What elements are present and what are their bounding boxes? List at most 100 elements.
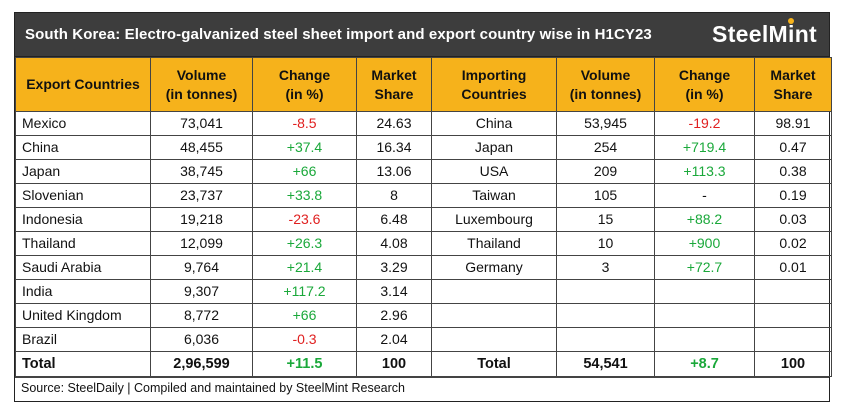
export-share-cell: 16.34 bbox=[356, 135, 432, 160]
import-volume-cell bbox=[556, 279, 655, 304]
steelmint-logo: SteelM i nt bbox=[712, 18, 817, 48]
export-share-cell: 2.96 bbox=[356, 303, 432, 328]
import-share-cell: 0.38 bbox=[754, 159, 832, 184]
col-importing-countries: Importing Countries bbox=[431, 57, 557, 112]
import-volume-cell: 10 bbox=[556, 231, 655, 256]
col-export-volume: Volume (in tonnes) bbox=[150, 57, 253, 112]
import-volume-cell bbox=[556, 327, 655, 352]
export-volume-cell: 19,218 bbox=[150, 207, 253, 232]
trade-table: Export Countries Volume (in tonnes) Chang… bbox=[15, 57, 832, 377]
export-volume-cell: 8,772 bbox=[150, 303, 253, 328]
export-country-cell: Slovenian bbox=[15, 183, 151, 208]
import-change-cell: -19.2 bbox=[654, 111, 755, 136]
import-change-cell bbox=[654, 327, 755, 352]
logo-text-pre: SteelM bbox=[712, 21, 788, 47]
export-country-cell: India bbox=[15, 279, 151, 304]
export-change-cell: -8.5 bbox=[252, 111, 357, 136]
export-country-cell: Japan bbox=[15, 159, 151, 184]
export-share-cell: 24.63 bbox=[356, 111, 432, 136]
export-country-cell: Saudi Arabia bbox=[15, 255, 151, 280]
import-country-cell: China bbox=[431, 111, 557, 136]
total-import-change: +8.7 bbox=[654, 351, 755, 377]
table-row: Mexico 73,041 -8.5 24.63 China 53,945 -19.2 98.… bbox=[15, 111, 832, 136]
import-country-cell bbox=[431, 303, 557, 328]
import-volume-cell: 105 bbox=[556, 183, 655, 208]
total-export-change: +11.5 bbox=[252, 351, 357, 377]
export-country-cell: Mexico bbox=[15, 111, 151, 136]
table-row: China 48,455 +37.4 16.34 Japan 254 +719.4 0.47 bbox=[15, 135, 832, 160]
import-change-cell bbox=[654, 279, 755, 304]
import-country-cell: Thailand bbox=[431, 231, 557, 256]
export-change-cell: +117.2 bbox=[252, 279, 357, 304]
export-country-cell: Indonesia bbox=[15, 207, 151, 232]
export-share-cell: 13.06 bbox=[356, 159, 432, 184]
export-share-cell: 3.29 bbox=[356, 255, 432, 280]
table-row: India 9,307 +117.2 3.14 bbox=[15, 279, 832, 304]
export-volume-cell: 23,737 bbox=[150, 183, 253, 208]
total-import-label: Total bbox=[431, 351, 557, 377]
import-change-cell: +719.4 bbox=[654, 135, 755, 160]
table-row: Brazil 6,036 -0.3 2.04 bbox=[15, 327, 832, 352]
col-import-volume: Volume (in tonnes) bbox=[556, 57, 655, 112]
title-bar: South Korea: Electro-galvanized steel sh… bbox=[15, 13, 829, 57]
table-row: Slovenian 23,737 +33.8 8 Taiwan 105-0.19 bbox=[15, 183, 832, 208]
export-volume-cell: 9,764 bbox=[150, 255, 253, 280]
report-card: South Korea: Electro-galvanized steel sh… bbox=[14, 12, 832, 402]
source-note: Source: SteelDaily | Compiled and mainta… bbox=[15, 377, 829, 398]
export-change-cell: +21.4 bbox=[252, 255, 357, 280]
export-change-cell: +26.3 bbox=[252, 231, 357, 256]
export-change-cell: +33.8 bbox=[252, 183, 357, 208]
export-share-cell: 4.08 bbox=[356, 231, 432, 256]
logo-text-i: i bbox=[787, 18, 795, 47]
export-country-cell: United Kingdom bbox=[15, 303, 151, 328]
import-share-cell bbox=[754, 327, 832, 352]
import-change-cell: - bbox=[654, 183, 755, 208]
export-change-cell: +37.4 bbox=[252, 135, 357, 160]
import-volume-cell: 209 bbox=[556, 159, 655, 184]
export-share-cell: 3.14 bbox=[356, 279, 432, 304]
logo-text-post: nt bbox=[794, 21, 817, 47]
import-volume-cell: 254 bbox=[556, 135, 655, 160]
import-share-cell: 0.02 bbox=[754, 231, 832, 256]
import-share-cell: 0.47 bbox=[754, 135, 832, 160]
import-country-cell: Taiwan bbox=[431, 183, 557, 208]
import-country-cell: Luxembourg bbox=[431, 207, 557, 232]
import-change-cell: +88.2 bbox=[654, 207, 755, 232]
export-share-cell: 2.04 bbox=[356, 327, 432, 352]
total-export-volume: 2,96,599 bbox=[150, 351, 253, 377]
export-volume-cell: 6,036 bbox=[150, 327, 253, 352]
table-row: Indonesia 19,218 -23.6 6.48 Luxembourg 15 +88.… bbox=[15, 207, 832, 232]
total-export-share: 100 bbox=[356, 351, 432, 377]
export-volume-cell: 38,745 bbox=[150, 159, 253, 184]
import-change-cell: +72.7 bbox=[654, 255, 755, 280]
col-import-share: Market Share bbox=[754, 57, 832, 112]
export-volume-cell: 73,041 bbox=[150, 111, 253, 136]
col-export-share: Market Share bbox=[356, 57, 432, 112]
table-row: Saudi Arabia 9,764 +21.4 3.29 Germany 3 +72.7 0… bbox=[15, 255, 832, 280]
import-change-cell bbox=[654, 303, 755, 328]
export-volume-cell: 9,307 bbox=[150, 279, 253, 304]
export-change-cell: +66 bbox=[252, 303, 357, 328]
col-export-countries: Export Countries bbox=[15, 57, 151, 112]
col-import-change: Change (in %) bbox=[654, 57, 755, 112]
export-change-cell: -0.3 bbox=[252, 327, 357, 352]
table-row: Thailand 12,099 +26.3 4.08 Thailand 10 +900 0.0… bbox=[15, 231, 832, 256]
page-title: South Korea: Electro-galvanized steel sh… bbox=[25, 26, 652, 43]
import-share-cell: 0.01 bbox=[754, 255, 832, 280]
total-row: Total 2,96,599 +11.5 100 Total 54,541 +8… bbox=[15, 351, 832, 377]
export-volume-cell: 48,455 bbox=[150, 135, 253, 160]
export-change-cell: +66 bbox=[252, 159, 357, 184]
col-export-change: Change (in %) bbox=[252, 57, 357, 112]
export-country-cell: Thailand bbox=[15, 231, 151, 256]
import-country-cell bbox=[431, 279, 557, 304]
import-country-cell: USA bbox=[431, 159, 557, 184]
import-share-cell bbox=[754, 303, 832, 328]
import-share-cell bbox=[754, 279, 832, 304]
import-share-cell: 0.03 bbox=[754, 207, 832, 232]
table-row: United Kingdom 8,772 +66 2.96 bbox=[15, 303, 832, 328]
import-volume-cell: 15 bbox=[556, 207, 655, 232]
export-change-cell: -23.6 bbox=[252, 207, 357, 232]
import-volume-cell bbox=[556, 303, 655, 328]
total-label: Total bbox=[15, 351, 151, 377]
table-row: Japan 38,745 +66 13.06 USA 209 +113.3 0.38 bbox=[15, 159, 832, 184]
